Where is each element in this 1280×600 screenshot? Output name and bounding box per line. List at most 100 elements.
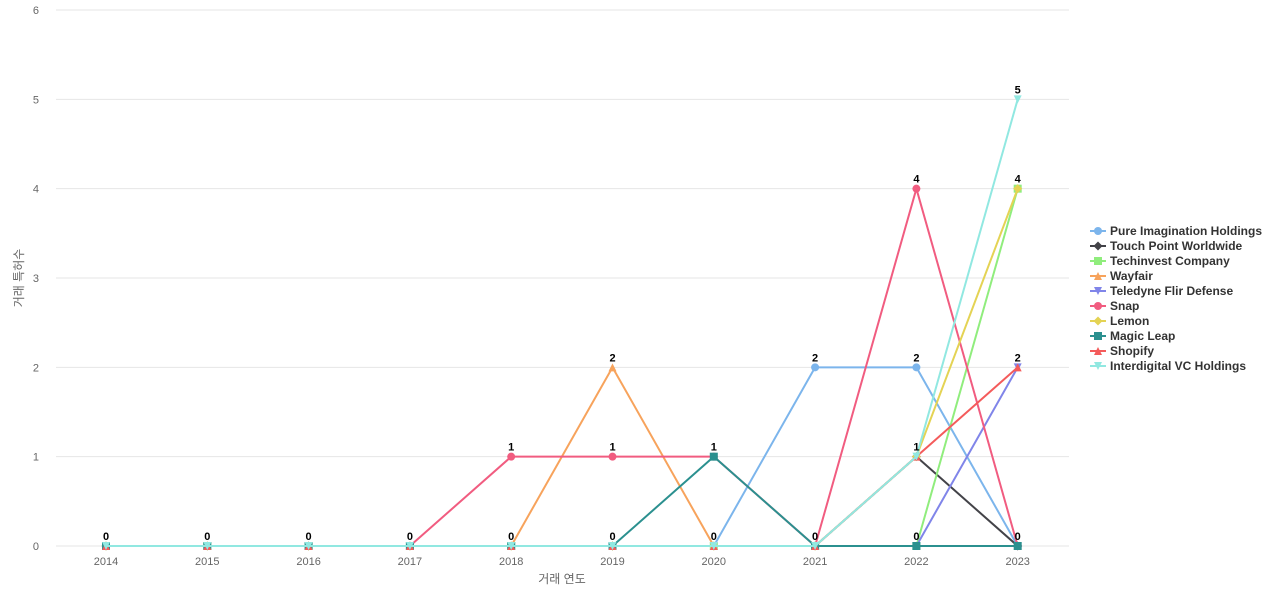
legend-marker bbox=[1094, 347, 1102, 355]
x-tick-label: 2020 bbox=[702, 556, 726, 568]
data-label: 4 bbox=[1015, 174, 1022, 186]
y-tick-label: 0 bbox=[33, 541, 39, 553]
data-point bbox=[507, 542, 516, 550]
data-label: 0 bbox=[1015, 531, 1021, 543]
data-point bbox=[102, 542, 110, 550]
legend-label: Magic Leap bbox=[1110, 329, 1175, 343]
grid bbox=[56, 9, 1069, 547]
data-point bbox=[912, 452, 921, 461]
series-9 bbox=[102, 95, 1022, 550]
legend-label: Snap bbox=[1110, 299, 1139, 313]
y-tick-label: 2 bbox=[33, 362, 39, 374]
legend-label: Interdigital VC Holdings bbox=[1110, 359, 1246, 373]
data-point bbox=[912, 184, 921, 193]
data-label: 2 bbox=[812, 352, 818, 364]
data-point bbox=[608, 542, 617, 550]
x-axis-title: 거래 연도 bbox=[538, 572, 586, 586]
data-point bbox=[1013, 363, 1022, 372]
data-label: 1 bbox=[508, 442, 514, 454]
data-point bbox=[811, 363, 820, 372]
data-label: 1 bbox=[913, 442, 919, 454]
legend-marker bbox=[1094, 287, 1102, 295]
data-label: 4 bbox=[913, 174, 920, 186]
legend-item[interactable]: Pure Imagination Holdings bbox=[1090, 224, 1262, 238]
legend-label: Wayfair bbox=[1110, 269, 1153, 283]
y-tick-label: 6 bbox=[33, 5, 39, 17]
x-tick-label: 2014 bbox=[94, 556, 118, 568]
data-label: 0 bbox=[609, 531, 615, 543]
legend-marker bbox=[1093, 241, 1103, 251]
data-label: 1 bbox=[609, 442, 615, 454]
legend-item[interactable]: Interdigital VC Holdings bbox=[1090, 359, 1246, 373]
x-tick-label: 2021 bbox=[803, 556, 827, 568]
data-point bbox=[304, 542, 313, 550]
data-label: 2 bbox=[609, 352, 615, 364]
data-label: 1 bbox=[711, 442, 717, 454]
data-point bbox=[912, 363, 921, 372]
legend-item[interactable]: Shopify bbox=[1090, 344, 1154, 358]
data-point bbox=[1013, 95, 1022, 104]
x-axis-ticks: 2014 2015 2016 2017 2018 2019 2020 2021 2022 2023 bbox=[94, 556, 1030, 568]
legend-label: Lemon bbox=[1110, 314, 1149, 328]
series-7 bbox=[102, 452, 1022, 550]
data-label: 0 bbox=[204, 531, 210, 543]
legend-marker bbox=[1094, 362, 1102, 370]
legend-label: Touch Point Worldwide bbox=[1110, 239, 1243, 253]
data-label: 2 bbox=[913, 352, 919, 364]
legend-label: Techinvest Company bbox=[1110, 254, 1230, 268]
data-point bbox=[608, 452, 617, 461]
data-point bbox=[405, 542, 414, 550]
data-point bbox=[608, 363, 617, 372]
data-point bbox=[1013, 542, 1022, 550]
legend-item[interactable]: Magic Leap bbox=[1090, 329, 1175, 343]
data-point bbox=[709, 542, 718, 550]
x-tick-label: 2017 bbox=[398, 556, 422, 568]
series-line bbox=[106, 99, 1019, 547]
legend-marker bbox=[1094, 257, 1102, 265]
legend-marker bbox=[1094, 302, 1102, 310]
series-line bbox=[106, 455, 1018, 547]
data-label: 0 bbox=[711, 531, 717, 543]
legend-marker bbox=[1094, 227, 1102, 235]
series bbox=[101, 95, 1023, 551]
series-1 bbox=[101, 452, 1023, 551]
data-label: 0 bbox=[306, 531, 312, 543]
legend-item[interactable]: Wayfair bbox=[1090, 269, 1153, 283]
x-tick-label: 2018 bbox=[499, 556, 523, 568]
legend-label: Pure Imagination Holdings bbox=[1110, 224, 1262, 238]
legend-item[interactable]: Teledyne Flir Defense bbox=[1090, 284, 1233, 298]
y-axis-title: 거래 특허수 bbox=[12, 249, 26, 308]
y-tick-label: 5 bbox=[33, 94, 39, 106]
data-label: 0 bbox=[508, 531, 514, 543]
data-label: 0 bbox=[812, 531, 818, 543]
data-label: 5 bbox=[1015, 84, 1021, 96]
legend-marker bbox=[1094, 332, 1102, 340]
x-tick-label: 2015 bbox=[195, 556, 219, 568]
y-tick-label: 4 bbox=[33, 184, 39, 196]
x-tick-label: 2019 bbox=[600, 556, 624, 568]
y-tick-label: 3 bbox=[33, 273, 39, 285]
data-point bbox=[912, 542, 921, 550]
legend-marker bbox=[1094, 272, 1102, 280]
y-tick-label: 1 bbox=[33, 452, 39, 464]
data-point bbox=[709, 452, 718, 461]
series-line bbox=[106, 455, 1019, 547]
data-point bbox=[1013, 184, 1023, 194]
legend-item[interactable]: Touch Point Worldwide bbox=[1090, 239, 1243, 253]
x-tick-label: 2023 bbox=[1005, 556, 1029, 568]
legend-item[interactable]: Snap bbox=[1090, 299, 1139, 313]
legend-item[interactable]: Lemon bbox=[1090, 314, 1149, 328]
legend-item[interactable]: Techinvest Company bbox=[1090, 254, 1230, 268]
x-tick-label: 2022 bbox=[904, 556, 928, 568]
data-label: 2 bbox=[1015, 352, 1021, 364]
data-label: 0 bbox=[103, 531, 109, 543]
data-point bbox=[507, 452, 516, 461]
data-point bbox=[811, 542, 820, 550]
y-axis-ticks: 0 1 2 3 4 5 6 bbox=[33, 5, 39, 553]
data-label: 0 bbox=[407, 531, 413, 543]
legend-marker bbox=[1093, 316, 1103, 326]
data-labels: 0 0 0 0 1 0 2 1 0 1 0 2 0 4 2 1 0 5 4 2 0 bbox=[103, 84, 1022, 543]
legend-label: Shopify bbox=[1110, 344, 1154, 358]
